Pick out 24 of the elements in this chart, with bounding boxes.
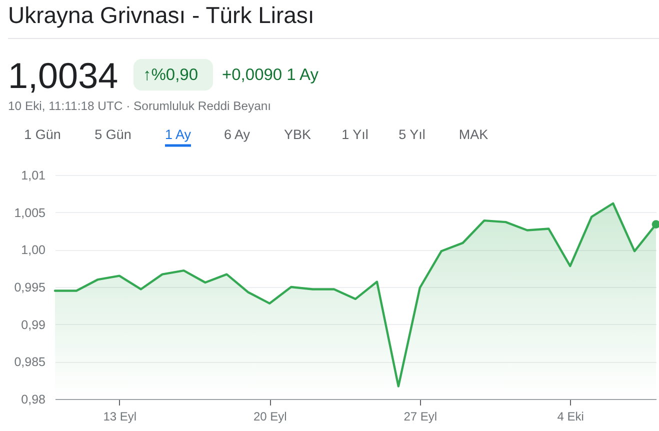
y-tick-label: 1,00: [21, 243, 46, 258]
text: 5 Yıl: [398, 127, 426, 142]
y-tick-label: 0,99: [21, 318, 46, 332]
text: ↑%0,90: [143, 66, 198, 84]
text: 1 Ay: [164, 127, 192, 142]
x-tick-label: 4 Eki: [557, 410, 584, 424]
chart-title: Ukrayna Grivnası - Türk Lirası: [8, 2, 314, 28]
text: 6 Ay: [224, 127, 250, 142]
x-tick-label: 20 Eyl: [253, 410, 287, 424]
y-tick-label: 1,005: [14, 206, 46, 220]
text: 1 Gün: [24, 127, 61, 142]
y-tick-label: 0,985: [14, 355, 46, 370]
y-tick-label: 0,98: [21, 392, 46, 406]
x-tick-label: 13 Eyl: [103, 410, 137, 424]
text: 1 Yıl: [342, 127, 368, 142]
y-tick-label: 1,01: [21, 168, 46, 182]
chart-subtitle: 10 Eki, 11:11:18 UTC · Sorumluluk Reddi Beyanı: [8, 99, 272, 113]
y-tick-label: 0,995: [14, 280, 46, 294]
text: 5 Gün: [94, 127, 132, 142]
x-tick-label: 27 Eyl: [404, 410, 438, 424]
text: 1,0034: [8, 55, 118, 96]
text: YBK: [284, 127, 312, 142]
text: MAK: [458, 127, 488, 142]
text: +0,0090 1 Ay: [222, 66, 320, 84]
